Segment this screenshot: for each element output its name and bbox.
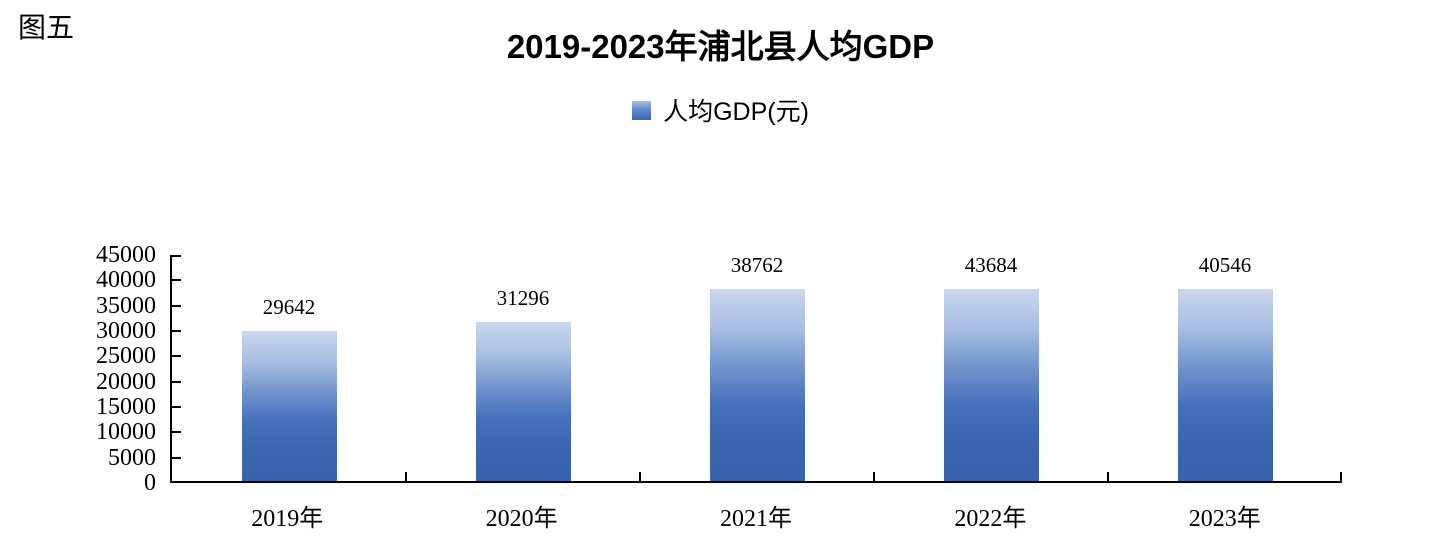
y-axis-label: 35000 (96, 292, 156, 319)
y-axis-label: 40000 (96, 267, 156, 294)
plot-area: 29642 31296 38762 43684 40546 (170, 255, 1342, 483)
bar-2023年 (1177, 289, 1273, 481)
y-axis-label: 45000 (96, 242, 156, 268)
bar-value-label: 43684 (964, 253, 1018, 277)
x-axis-tick-mark (1340, 472, 1342, 481)
x-axis-tick-labels: 2019年 2020年 2021年 2022年 2023年 (170, 498, 1342, 533)
bar-2019年 (241, 331, 337, 481)
bar-value-label: 29642 (262, 295, 316, 319)
x-axis-label: 2023年 (1188, 506, 1261, 532)
chart-title: 2019-2023年浦北县人均GDP (506, 28, 935, 65)
y-axis-label: 25000 (96, 343, 156, 370)
bar-2020年 (475, 322, 571, 481)
y-axis-tick-mark (172, 456, 181, 459)
y-axis-label: 10000 (96, 419, 156, 446)
bar-cell: 43684 (874, 255, 1108, 481)
x-axis-label: 2020年 (485, 506, 558, 532)
y-axis-label: 0 (144, 470, 156, 496)
legend-label: 人均GDP(元) (663, 98, 809, 126)
y-axis-label: 15000 (96, 394, 156, 420)
y-axis-tick-mark (172, 431, 181, 434)
y-axis-tick-labels: 0 5000 10000 15000 20000 25000 30000 35000 40000… (0, 242, 156, 496)
x-axis-tick-mark (1107, 472, 1109, 481)
legend: 人均GDP(元) (0, 92, 1441, 128)
bar-series: 29642 31296 38762 43684 40546 (172, 255, 1342, 481)
bar-cell: 38762 (640, 255, 874, 481)
y-axis-label: 20000 (96, 368, 156, 395)
legend-marker-icon (632, 100, 652, 120)
y-axis-label: 5000 (108, 444, 156, 471)
y-axis-tick-mark (172, 304, 181, 307)
x-axis-label: 2019年 (251, 506, 324, 532)
bar-value-label: 31296 (496, 286, 550, 310)
y-axis-label: 30000 (96, 318, 156, 344)
figure-number-label: 图五 (18, 13, 75, 44)
bar-cell: 40546 (1108, 255, 1342, 481)
x-axis-tick-mark (873, 472, 875, 481)
bar-2022年 (943, 289, 1039, 481)
y-axis-tick-mark (172, 279, 181, 282)
bar-cell: 31296 (406, 255, 640, 481)
bar-cell: 29642 (172, 255, 406, 481)
y-axis-tick-mark (172, 255, 181, 257)
bar-value-label: 40546 (1198, 253, 1252, 277)
y-axis-tick-mark (172, 406, 181, 408)
y-axis-tick-mark (172, 355, 181, 358)
x-axis-label: 2021年 (719, 506, 792, 532)
x-axis-label: 2022年 (954, 506, 1027, 532)
x-axis-tick-mark (639, 472, 641, 481)
y-axis-tick-mark (172, 330, 181, 332)
x-axis-tick-mark (405, 472, 407, 481)
y-axis-tick-mark (172, 380, 181, 383)
bar-value-label: 38762 (730, 253, 784, 277)
bar-2021年 (709, 289, 805, 481)
